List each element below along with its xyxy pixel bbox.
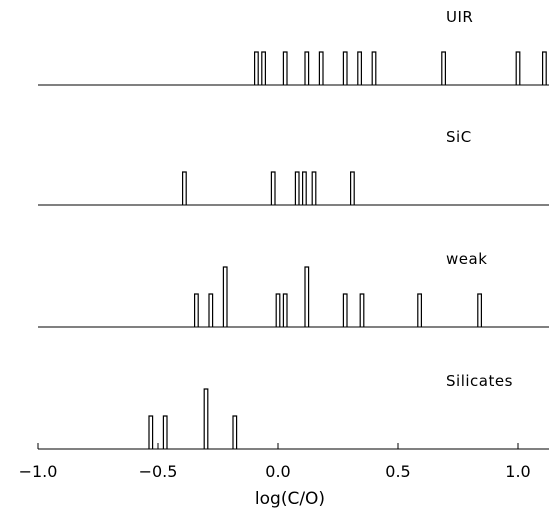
panel-weak: weak — [38, 250, 549, 328]
panel-silicates: Silicates — [38, 372, 549, 450]
histogram-bar — [275, 293, 281, 327]
histogram-bar — [477, 293, 482, 327]
histogram-bar — [194, 293, 199, 327]
histogram-bar — [203, 388, 209, 449]
histogram-bar — [350, 171, 355, 205]
histogram-bar — [342, 293, 348, 327]
panel-label: SiC — [446, 128, 472, 146]
histogram-bar — [254, 51, 259, 85]
histogram-bar — [311, 171, 317, 205]
x-tick-label: 0.5 — [385, 462, 410, 481]
histogram-bar — [318, 51, 324, 85]
histogram-bar — [222, 266, 228, 327]
histogram-bar — [359, 293, 365, 327]
histogram-bar — [294, 171, 300, 205]
panel-label: Silicates — [446, 372, 513, 390]
panels-layer: UIR SiC weak Silicates — [38, 8, 549, 450]
histogram-bar — [542, 51, 547, 85]
histogram-bar — [371, 51, 377, 85]
histogram-bar — [261, 51, 266, 85]
panel-uir: UIR — [38, 8, 549, 86]
histogram-bar — [302, 171, 307, 205]
x-tick-label: −0.5 — [139, 462, 178, 481]
panel-label: UIR — [446, 8, 473, 26]
histogram-bar — [148, 415, 154, 449]
histogram-bar — [282, 51, 288, 85]
x-tick-label: 1.0 — [505, 462, 530, 481]
histogram-bar — [417, 293, 422, 327]
histogram-bar — [162, 415, 168, 449]
histogram-bar — [270, 171, 276, 205]
histogram-bar — [342, 51, 348, 85]
histogram-bar — [208, 293, 214, 327]
histogram-bar — [441, 51, 446, 85]
histogram-bar — [182, 171, 187, 205]
panel-sic: SiC — [38, 128, 549, 206]
histogram-bar — [282, 293, 288, 327]
x-axis-label: log(C/O) — [255, 489, 325, 509]
x-axis: −1.0 −0.5 0.0 0.5 1.0 — [19, 443, 531, 481]
histogram-bar — [304, 266, 310, 327]
histogram-bar — [232, 415, 238, 449]
histogram-bar — [357, 51, 362, 85]
x-tick-label: −1.0 — [19, 462, 58, 481]
panel-label: weak — [446, 250, 487, 268]
x-tick-label: 0.0 — [265, 462, 290, 481]
histogram-bar — [304, 51, 310, 85]
histogram-bar — [515, 51, 521, 85]
